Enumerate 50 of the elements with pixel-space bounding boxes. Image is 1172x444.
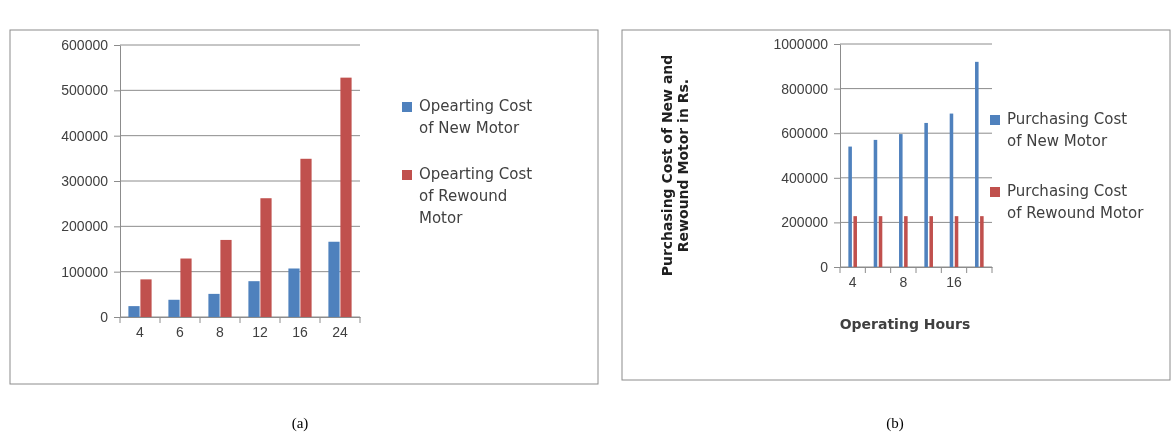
y-tick-label: 0 [820, 258, 829, 275]
x-tick-label: 6 [176, 323, 185, 340]
x-tick-label: 12 [252, 323, 268, 340]
y-tick-label: 1000000 [773, 35, 829, 52]
y-tick-label: 600000 [61, 36, 109, 53]
y-tick-label: 400000 [781, 169, 829, 186]
bar [924, 122, 928, 267]
x-tick-label: 4 [136, 323, 145, 340]
y-tick-label: 300000 [61, 172, 109, 189]
bar [300, 158, 312, 317]
x-tick-label: 16 [292, 323, 308, 340]
y-tick-label: 200000 [61, 218, 109, 235]
legend-label: Opearting Cost of New Motor [419, 97, 533, 137]
x-tick-label: 4 [848, 273, 857, 290]
bar [140, 279, 152, 317]
bar [929, 216, 933, 267]
bar [899, 134, 903, 267]
x-tick-label: 24 [332, 323, 348, 340]
y-tick-label: 500000 [61, 82, 109, 99]
bar [260, 198, 272, 317]
bar [168, 299, 180, 317]
bar [904, 216, 908, 267]
bar [328, 241, 340, 317]
bar [848, 146, 852, 267]
legend-label: Purchasing Cost of New Motor [1007, 110, 1128, 150]
legend-label: Purchasing Cost of Rewound Motor [1007, 182, 1145, 222]
bar [340, 77, 352, 317]
bar [288, 268, 300, 317]
x-tick-label: 16 [946, 273, 962, 290]
text: (b) [886, 415, 904, 432]
bar [980, 216, 984, 267]
bar [128, 306, 140, 317]
bar [220, 239, 232, 317]
text: (a) [291, 415, 309, 432]
x-tick-label: 8 [899, 273, 908, 290]
bar [248, 281, 260, 317]
x-tick-label: 8 [216, 323, 225, 340]
bar [180, 258, 192, 317]
y-tick-label: 0 [100, 308, 109, 325]
y-axis-title: Purchasing Cost of New and Rewound Motor in Rs. [658, 54, 692, 277]
y-tick-label: 600000 [781, 125, 829, 142]
y-tick-label: 400000 [61, 127, 109, 144]
legend-label: Opearting Cost of Rewound Motor [419, 165, 533, 227]
y-tick-label: 200000 [781, 214, 829, 231]
bar [208, 293, 220, 317]
y-tick-label: 100000 [61, 263, 109, 280]
bar [853, 216, 857, 267]
x-axis-title: Operating Hours [839, 316, 971, 332]
y-tick-label: 800000 [781, 80, 829, 97]
bar [975, 61, 979, 267]
